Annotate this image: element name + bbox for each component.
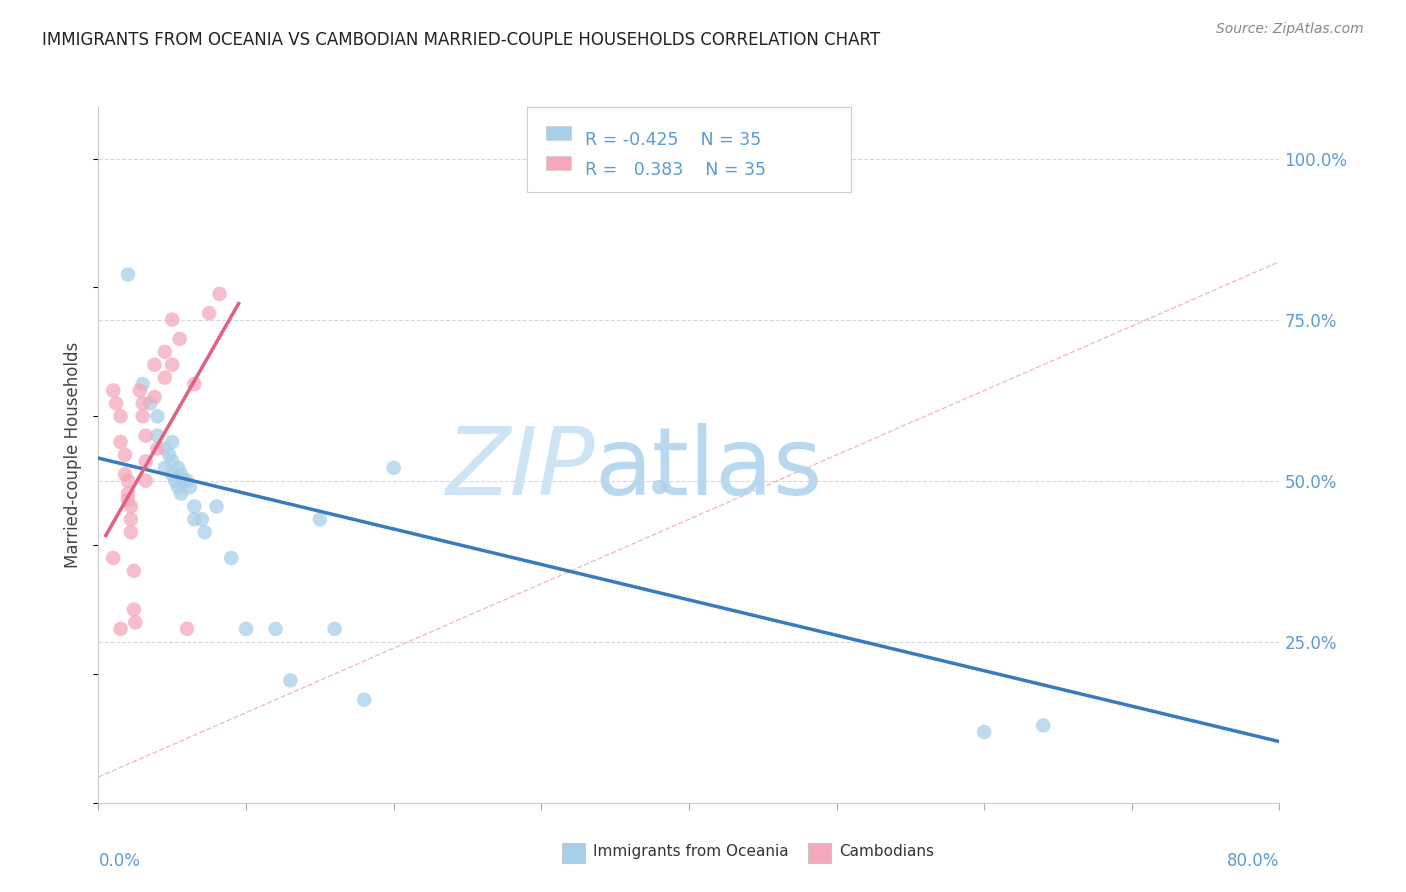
- Text: Cambodians: Cambodians: [839, 845, 935, 859]
- Point: [162, 435, 184, 450]
- Point: [170, 486, 193, 500]
- Point: [153, 442, 176, 456]
- Point: [146, 409, 169, 424]
- Point: [139, 396, 162, 410]
- Point: [162, 467, 184, 482]
- Point: [117, 486, 139, 500]
- Point: [198, 306, 221, 320]
- Point: [143, 390, 166, 404]
- Point: [208, 286, 231, 301]
- Point: [162, 454, 184, 468]
- Point: [124, 615, 146, 630]
- Point: [170, 467, 193, 482]
- Text: IMMIGRANTS FROM OCEANIA VS CAMBODIAN MARRIED-COUPLE HOUSEHOLDS CORRELATION CHART: IMMIGRANTS FROM OCEANIA VS CAMBODIAN MAR…: [42, 31, 880, 49]
- Point: [176, 474, 198, 488]
- Point: [167, 460, 190, 475]
- Point: [167, 480, 190, 494]
- Point: [117, 493, 139, 508]
- Point: [323, 622, 346, 636]
- Point: [132, 377, 155, 392]
- Point: [135, 454, 157, 468]
- Point: [382, 460, 405, 475]
- Point: [648, 480, 671, 494]
- Text: 0.0%: 0.0%: [98, 852, 141, 870]
- Point: [153, 460, 176, 475]
- Point: [162, 312, 184, 326]
- Point: [146, 428, 169, 442]
- Point: [221, 551, 243, 566]
- Point: [120, 525, 142, 540]
- Point: [205, 500, 228, 514]
- Point: [280, 673, 302, 688]
- Text: R =   0.383    N = 35: R = 0.383 N = 35: [585, 161, 766, 179]
- Point: [194, 525, 217, 540]
- Point: [183, 512, 205, 526]
- Point: [103, 384, 125, 398]
- Point: [176, 622, 198, 636]
- Point: [173, 474, 195, 488]
- Text: 80.0%: 80.0%: [1227, 852, 1279, 870]
- Point: [110, 622, 132, 636]
- Point: [114, 448, 136, 462]
- Point: [191, 512, 214, 526]
- Point: [162, 358, 184, 372]
- Point: [264, 622, 287, 636]
- Text: Immigrants from Oceania: Immigrants from Oceania: [593, 845, 789, 859]
- Point: [135, 428, 157, 442]
- Point: [122, 602, 145, 616]
- Point: [103, 551, 125, 566]
- Text: atlas: atlas: [595, 423, 823, 515]
- Point: [143, 358, 166, 372]
- Point: [117, 268, 139, 282]
- Point: [132, 409, 155, 424]
- Text: R = -0.425    N = 35: R = -0.425 N = 35: [585, 131, 761, 149]
- Point: [132, 396, 155, 410]
- Point: [120, 500, 142, 514]
- Point: [114, 467, 136, 482]
- Point: [110, 435, 132, 450]
- Point: [1032, 718, 1054, 732]
- Point: [235, 622, 257, 636]
- Point: [122, 564, 145, 578]
- Point: [183, 377, 205, 392]
- Point: [183, 500, 205, 514]
- Point: [146, 442, 169, 456]
- Point: [153, 370, 176, 384]
- Point: [117, 474, 139, 488]
- Point: [105, 396, 128, 410]
- Point: [309, 512, 332, 526]
- Point: [153, 344, 176, 359]
- Point: [135, 474, 157, 488]
- Point: [110, 409, 132, 424]
- Point: [353, 692, 375, 706]
- Point: [165, 474, 187, 488]
- Text: Source: ZipAtlas.com: Source: ZipAtlas.com: [1216, 22, 1364, 37]
- Point: [973, 725, 995, 739]
- Point: [169, 332, 191, 346]
- Point: [179, 480, 201, 494]
- Text: ZIP: ZIP: [444, 424, 595, 515]
- Point: [157, 448, 180, 462]
- Point: [128, 384, 150, 398]
- Point: [120, 512, 142, 526]
- Y-axis label: Married-couple Households: Married-couple Households: [65, 342, 83, 568]
